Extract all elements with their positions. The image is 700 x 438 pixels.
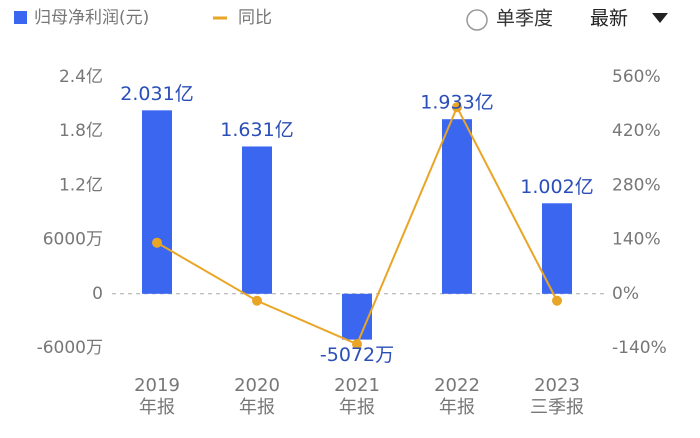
x-tick-label: 2022 [434,375,480,396]
x-tick-label: 2023 [534,375,580,396]
x-tick-label: 年报 [239,397,275,418]
value-label: 1.002亿 [520,176,593,198]
y2-tick-label: 420% [612,121,661,141]
y2-tick-label: 140% [612,230,661,250]
y2-tick-label: 280% [612,175,661,195]
line-point [352,339,362,350]
x-tick-label: 2021 [334,375,380,396]
dropdown-arrow[interactable] [652,13,668,23]
bar [542,203,572,294]
x-tick-label: 年报 [439,397,475,418]
y-tick-label: -6000万 [37,338,103,358]
value-label: 2.031亿 [120,83,193,105]
toggle-label[interactable]: 单季度 [496,8,553,30]
y2-tick-label: 0% [612,284,639,304]
x-tick-label: 三季报 [530,397,584,418]
value-label: 1.631亿 [220,119,293,141]
line-point [252,295,262,306]
x-tick-label: 年报 [139,397,175,418]
y2-tick-label: -140% [612,338,667,358]
legend-label: 同比 [238,8,272,28]
line-point [152,237,162,248]
bar [342,293,372,340]
value-label: 1.933亿 [420,92,493,114]
legend-label: 归母净利润(元) [34,8,149,28]
radio[interactable] [466,9,488,31]
value-label: -5072万 [320,344,394,366]
y-tick-label: 1.2亿 [59,175,103,195]
y-tick-label: 1.8亿 [59,121,103,141]
bar [442,119,472,294]
line-point [452,102,462,113]
y-tick-label: 2.4亿 [59,67,103,87]
y-tick-label: 0 [92,284,103,304]
x-tick-label: 2020 [234,375,280,396]
y-tick-label: 6000万 [43,230,103,250]
bar [242,146,272,294]
sort-label[interactable]: 最新 [590,8,628,30]
x-tick-label: 年报 [339,397,375,418]
bar [142,110,172,294]
x-tick-label: 2019 [134,375,180,396]
y2-tick-label: 560% [612,67,661,87]
legend-swatch [14,11,27,24]
line-point [552,295,562,306]
